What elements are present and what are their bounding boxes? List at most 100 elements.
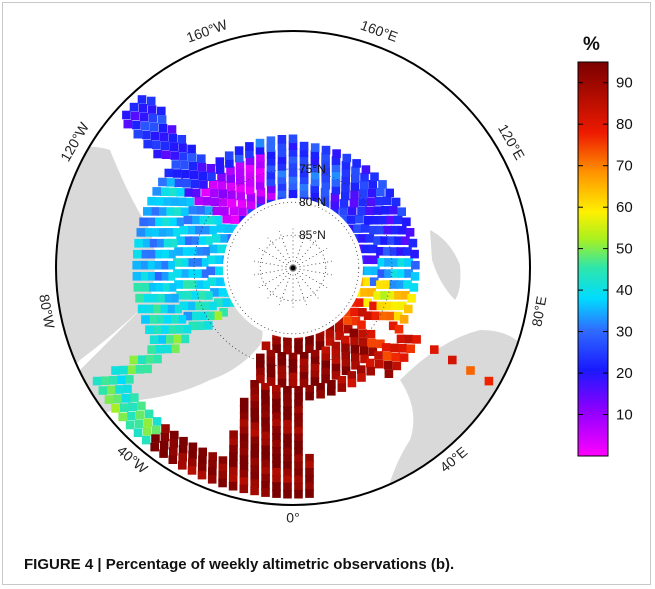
data-cell [351, 353, 360, 362]
data-cell [245, 163, 255, 173]
data-cell [188, 161, 198, 171]
data-cell [187, 466, 197, 475]
data-cell [229, 459, 238, 469]
data-cell [111, 366, 120, 375]
data-cell [266, 156, 276, 166]
data-cell [142, 293, 151, 303]
data-cell [358, 308, 367, 317]
data-cell [321, 152, 330, 162]
data-cell [186, 269, 196, 278]
data-cell [250, 486, 259, 496]
data-cell [180, 334, 190, 344]
data-cell [117, 375, 126, 385]
data-cell [394, 291, 403, 300]
map-boundary [55, 30, 531, 506]
data-cell [193, 269, 202, 278]
data-cell [175, 187, 185, 197]
data-cell [176, 236, 185, 245]
data-cell [321, 181, 331, 190]
data-cell [341, 191, 350, 201]
data-cell [174, 280, 183, 289]
data-cell [164, 228, 174, 237]
data-cell [394, 324, 404, 334]
data-cell [246, 200, 256, 210]
data-cell [346, 215, 356, 224]
data-cell [408, 238, 418, 248]
data-cell [115, 385, 124, 394]
data-cell [129, 102, 139, 112]
data-cell [380, 291, 389, 300]
data-cell [403, 280, 412, 289]
data-cell [398, 344, 407, 353]
data-cell [199, 180, 208, 189]
data-cell [299, 141, 309, 151]
data-cell [272, 391, 281, 401]
data-cell [150, 207, 159, 216]
latitude-labels: 85°N 80°N 75°N [299, 162, 326, 242]
data-cell [155, 238, 164, 248]
data-cell [190, 291, 199, 300]
data-cell [294, 399, 303, 409]
data-cell [166, 304, 175, 314]
data-cell [404, 334, 414, 344]
data-cell [168, 217, 177, 227]
data-cell [272, 475, 281, 484]
data-cell [365, 206, 374, 216]
data-cell [137, 95, 147, 104]
data-cell [134, 419, 144, 429]
data-cell [197, 236, 206, 245]
data-cell [123, 119, 133, 129]
data-cell [153, 217, 163, 227]
data-cell [137, 355, 146, 364]
data-cell [261, 473, 270, 483]
data-cell [331, 185, 341, 195]
data-cell [199, 269, 209, 278]
colorbar-tick-label: 20 [616, 365, 633, 382]
data-cell [341, 343, 350, 353]
data-cell [152, 260, 162, 270]
data-cell [341, 183, 350, 193]
data-cell [310, 156, 320, 166]
data-cell [177, 135, 187, 144]
data-cell [397, 258, 407, 267]
data-cell [299, 162, 309, 171]
data-cell [376, 225, 386, 235]
data-cell [325, 329, 335, 339]
data-cell [186, 301, 196, 311]
data-cell [226, 166, 235, 175]
data-cell [245, 185, 255, 195]
data-cell [146, 96, 156, 106]
data-cell [147, 283, 156, 292]
data-cell [167, 283, 177, 292]
data-cell [221, 298, 230, 307]
data-cell [226, 182, 236, 191]
data-cell [299, 365, 309, 374]
data-cell [239, 469, 249, 479]
data-cell [283, 461, 292, 471]
data-cell [294, 419, 303, 429]
data-cell [235, 160, 245, 170]
data-cell [261, 438, 270, 448]
data-cell [176, 291, 185, 300]
data-cell [153, 272, 162, 281]
data-cell [277, 135, 287, 144]
data-cell [321, 173, 330, 183]
data-cell [343, 316, 352, 325]
data-cell [250, 450, 259, 460]
data-cell [194, 247, 204, 256]
data-cell [187, 280, 197, 289]
data-cell [331, 163, 341, 173]
data-cell [179, 258, 189, 267]
colorbar-ticks: 10 20 30 40 50 60 70 80 90 [578, 75, 633, 424]
data-cell [207, 277, 217, 286]
data-cell [272, 446, 281, 456]
data-cell [266, 136, 276, 145]
data-cell [159, 304, 168, 314]
data-cell [387, 291, 396, 300]
data-cell [106, 385, 116, 395]
data-cell [250, 380, 259, 389]
data-cell [331, 363, 341, 373]
data-cell [147, 196, 156, 206]
colorbar-tick-label: 60 [616, 199, 633, 216]
data-cell [137, 401, 146, 411]
